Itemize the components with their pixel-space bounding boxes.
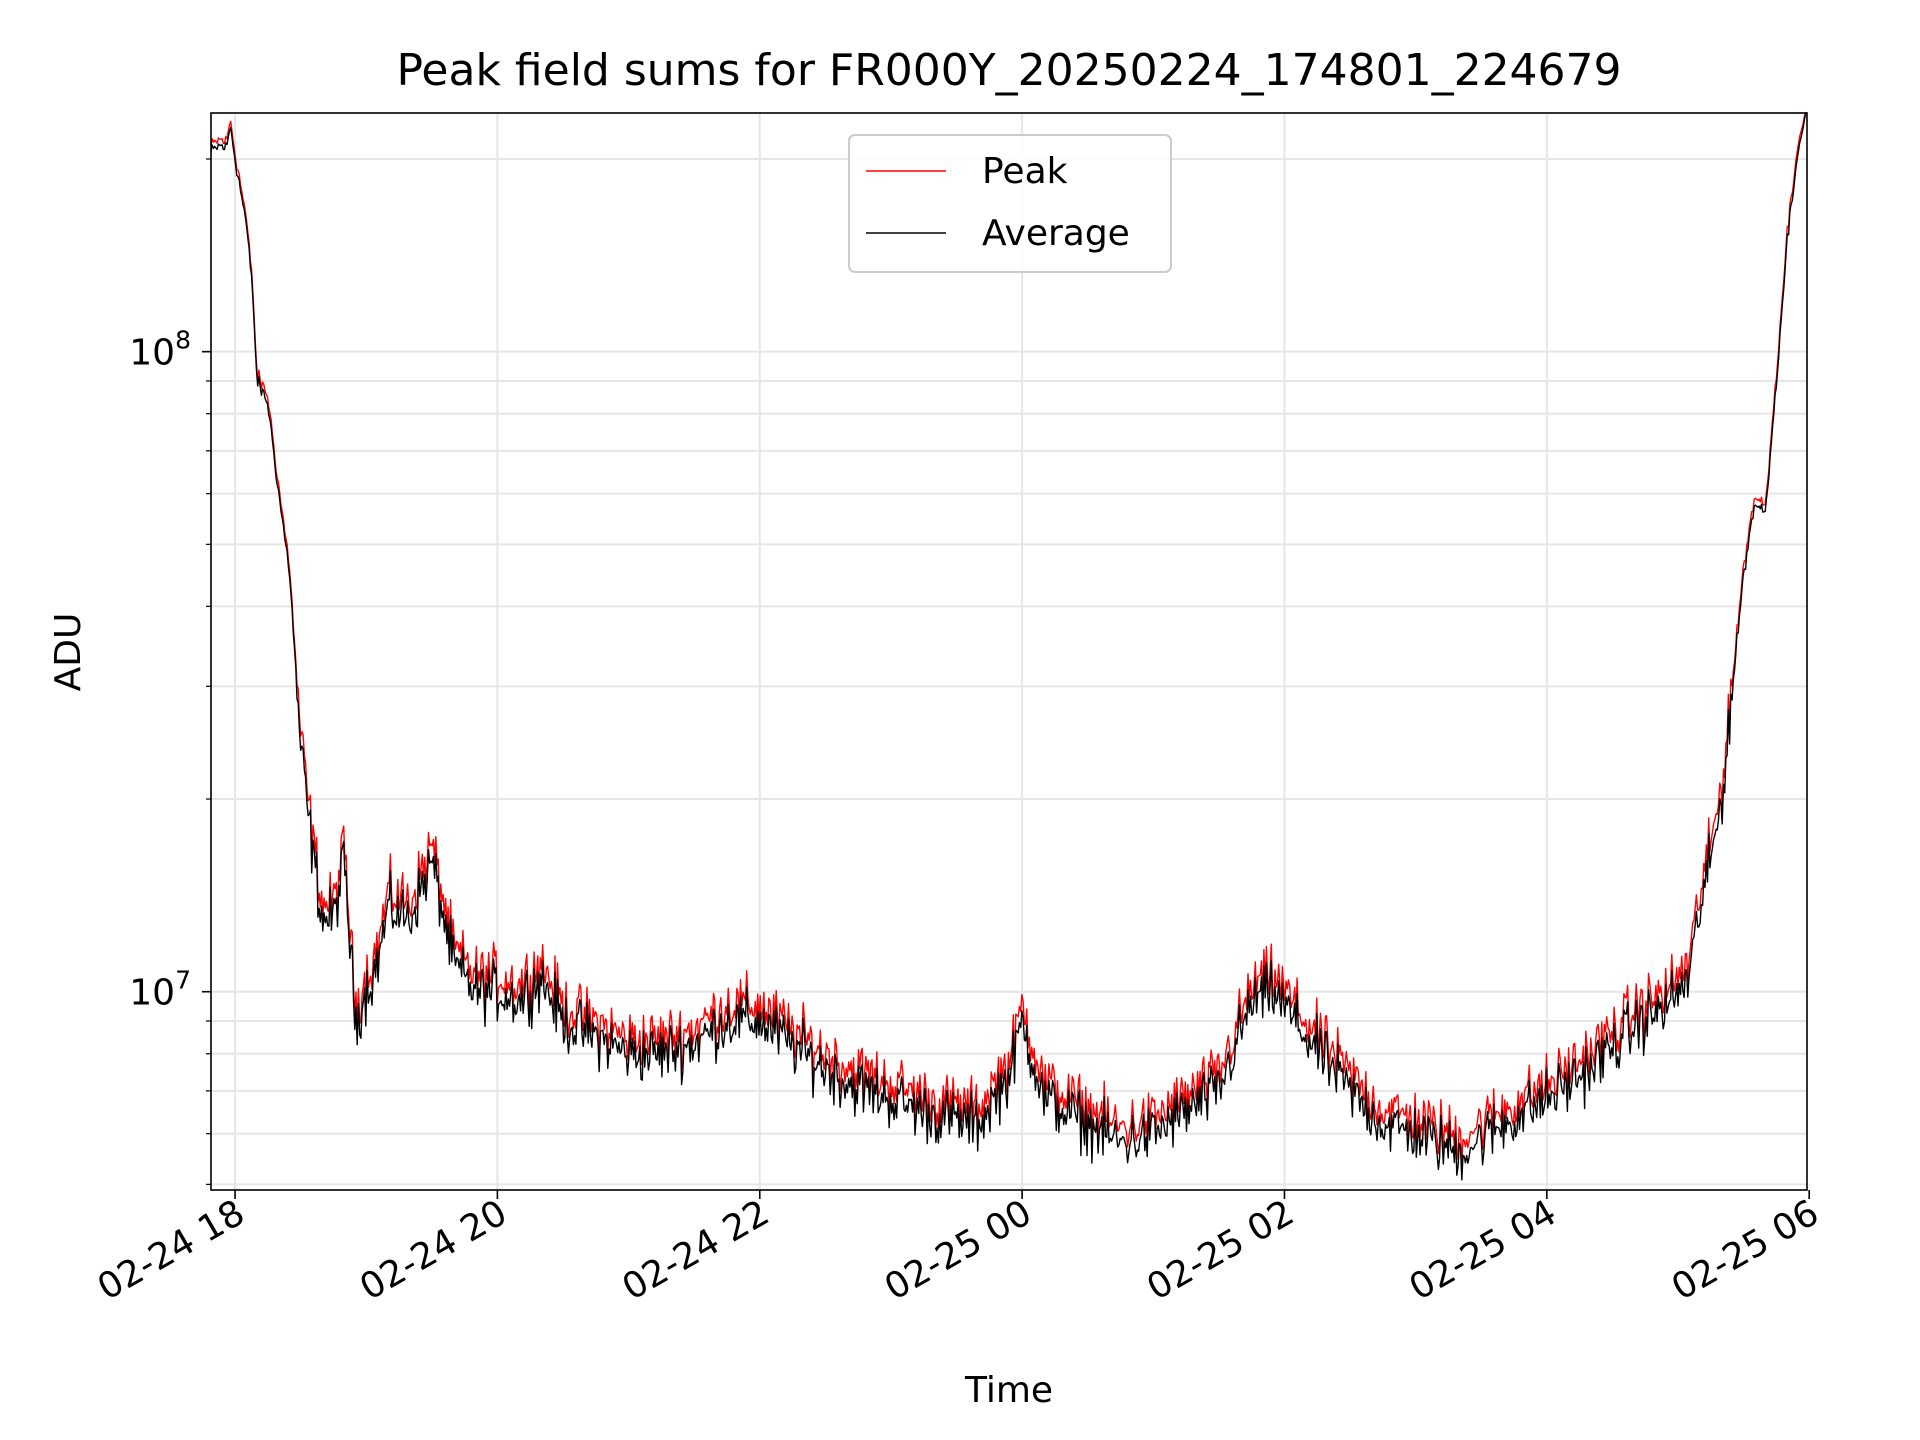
plot-area: [211, 113, 1807, 1190]
y-tick-label: 107: [129, 966, 191, 1014]
chart-title: Peak field sums for FR000Y_20250224_1748…: [396, 45, 1621, 96]
x-axis-label: Time: [964, 1370, 1053, 1411]
legend-label-average: Average: [982, 213, 1130, 254]
legend-label-peak: Peak: [982, 151, 1068, 192]
legend-box: [848, 134, 1172, 273]
plot-frame: [210, 112, 1808, 1191]
series-lines: [210, 112, 1807, 1181]
series-line-average: [210, 112, 1807, 1181]
y-axis: 107 108: [129, 158, 211, 1185]
y-tick-label: 108: [129, 326, 191, 374]
y-axis-label: ADU: [48, 613, 89, 692]
legend: Peak Average: [848, 134, 1172, 273]
